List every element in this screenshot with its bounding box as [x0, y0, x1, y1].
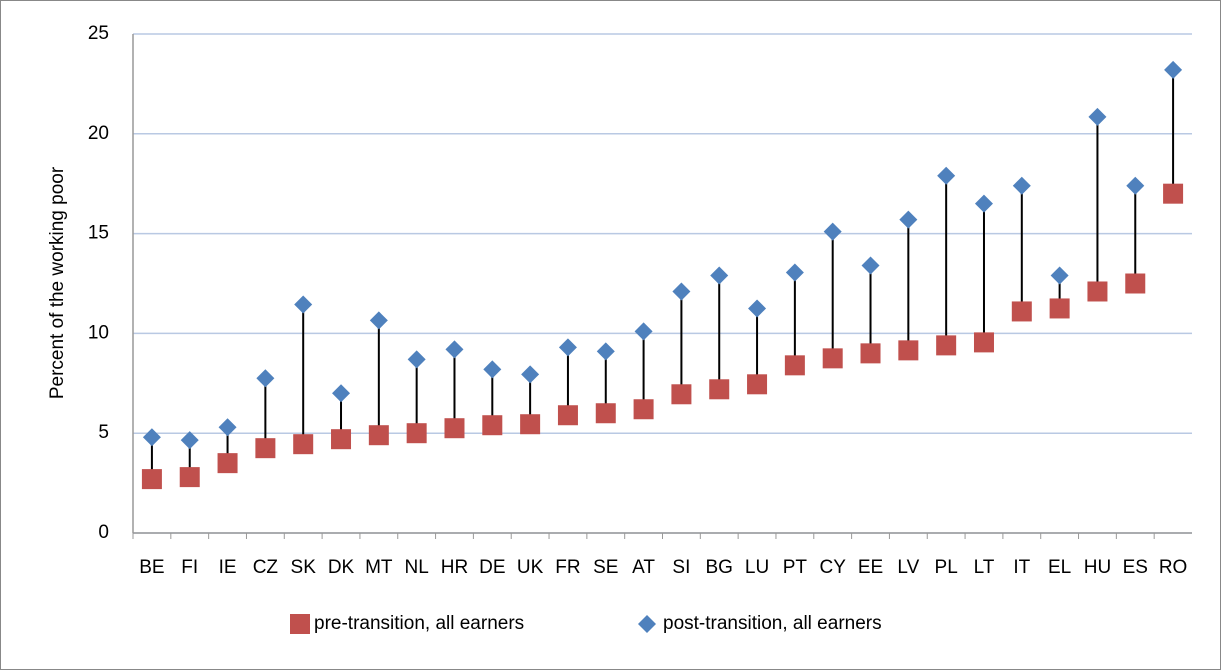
y-tick-label: 5: [98, 422, 109, 443]
pre-marker: [1125, 273, 1146, 294]
y-tick-label: 25: [88, 23, 109, 44]
x-tick-label: FI: [181, 557, 198, 578]
pre-marker: [633, 399, 654, 420]
x-tick-label: SI: [672, 557, 690, 578]
x-tick-label: BG: [706, 557, 733, 578]
post-marker: [1050, 266, 1069, 285]
x-tick-label: LT: [974, 557, 995, 578]
post-marker: [748, 299, 767, 318]
x-tick-label: SK: [291, 557, 317, 578]
post-marker: [823, 222, 842, 241]
post-marker: [672, 282, 691, 301]
x-tick-label: EE: [858, 557, 883, 578]
post-marker: [369, 311, 388, 330]
post-marker: [521, 365, 540, 384]
pre-marker: [595, 403, 616, 424]
pre-marker: [709, 379, 730, 400]
post-marker: [483, 360, 502, 379]
x-tick-label: DK: [328, 557, 355, 578]
pre-marker: [368, 425, 389, 446]
post-marker: [256, 369, 275, 388]
y-tick-label: 15: [88, 223, 109, 244]
post-marker: [558, 338, 577, 357]
legend-swatch: [638, 615, 656, 633]
x-tick-label: DE: [479, 557, 505, 578]
x-tick-label: LU: [745, 557, 769, 578]
post-marker: [974, 194, 993, 213]
pre-marker: [898, 340, 919, 361]
post-marker: [899, 210, 918, 229]
x-tick-label: IE: [219, 557, 237, 578]
x-tick-label: UK: [517, 557, 544, 578]
pre-marker: [1163, 183, 1184, 204]
legend-label: post-transition, all earners: [663, 613, 882, 634]
x-tick-label: IT: [1013, 557, 1030, 578]
pre-marker: [179, 467, 200, 488]
pre-marker: [557, 405, 578, 426]
post-marker: [861, 256, 880, 275]
pre-marker: [482, 415, 503, 436]
x-tick-label: PL: [935, 557, 958, 578]
pre-marker: [784, 355, 805, 376]
post-marker: [1088, 107, 1107, 126]
x-tick-label: AT: [632, 557, 655, 578]
x-tick-label: CY: [819, 557, 846, 578]
post-marker: [937, 166, 956, 185]
x-tick-label: HR: [441, 557, 468, 578]
post-marker: [1164, 60, 1183, 79]
pre-marker: [444, 418, 465, 439]
x-tick-label: HU: [1084, 557, 1111, 578]
pre-marker: [671, 384, 692, 405]
post-marker: [1012, 176, 1031, 195]
pre-marker: [1049, 298, 1070, 319]
pre-marker: [822, 348, 843, 369]
pre-marker: [255, 438, 276, 459]
x-tick-label: MT: [365, 557, 393, 578]
pre-marker: [141, 469, 162, 490]
pre-marker: [293, 434, 314, 455]
pre-marker: [217, 453, 238, 474]
post-marker: [634, 322, 653, 341]
x-tick-label: ES: [1123, 557, 1148, 578]
post-marker: [142, 428, 161, 447]
x-tick-label: SE: [593, 557, 618, 578]
pre-marker: [520, 414, 541, 435]
legend-swatch: [290, 614, 310, 634]
y-tick-label: 10: [88, 322, 109, 343]
y-tick-label: 0: [98, 522, 109, 543]
y-axis-label: Percent of the working poor: [47, 166, 68, 399]
pre-marker: [747, 374, 768, 395]
pre-marker: [860, 343, 881, 364]
post-marker: [218, 418, 237, 437]
pre-marker: [1011, 301, 1032, 322]
post-marker: [596, 342, 615, 361]
post-marker: [1126, 176, 1145, 195]
x-tick-label: FR: [555, 557, 580, 578]
post-marker: [180, 431, 199, 450]
post-marker: [710, 266, 729, 285]
post-marker: [332, 384, 351, 403]
x-tick-label: CZ: [253, 557, 279, 578]
x-tick-label: NL: [405, 557, 429, 578]
pre-marker: [406, 423, 427, 444]
pre-marker: [1087, 281, 1108, 302]
pre-marker: [331, 429, 352, 450]
post-marker: [294, 295, 313, 314]
x-tick-label: PT: [783, 557, 808, 578]
x-tick-label: RO: [1159, 557, 1188, 578]
x-tick-label: LV: [897, 557, 919, 578]
post-marker: [407, 350, 426, 369]
x-tick-label: BE: [139, 557, 164, 578]
post-marker: [445, 340, 464, 359]
pre-marker: [973, 332, 994, 353]
y-tick-label: 20: [88, 123, 109, 144]
post-marker: [785, 263, 804, 282]
legend-label: pre-transition, all earners: [314, 613, 524, 634]
pre-marker: [936, 335, 957, 356]
x-tick-label: EL: [1048, 557, 1071, 578]
